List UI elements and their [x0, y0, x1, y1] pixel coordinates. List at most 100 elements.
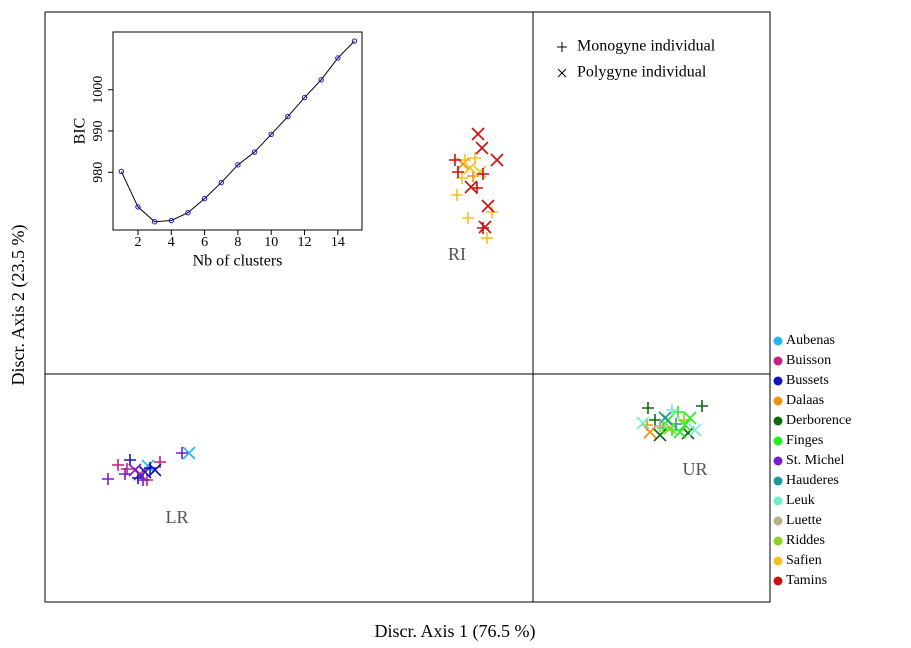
y-axis-title: BIC: [72, 118, 89, 145]
point: [128, 463, 142, 477]
point: [469, 152, 481, 164]
bic-point: [185, 209, 191, 216]
point: [176, 447, 188, 459]
bic-point: [285, 113, 291, 120]
legend-swatch: [773, 456, 783, 466]
point: [654, 420, 666, 432]
point: [154, 456, 166, 468]
legend-label: Tamins: [786, 573, 827, 588]
legend-label: Finges: [786, 433, 823, 448]
cluster-label: LR: [165, 507, 188, 527]
bic-point: [318, 77, 324, 83]
legend-label: Safien: [786, 553, 822, 568]
point: [486, 206, 498, 218]
bic-point: [201, 195, 208, 202]
bic-point: [351, 38, 358, 44]
legend-label: Aubenas: [786, 333, 835, 348]
point: [477, 222, 489, 234]
point: [148, 463, 162, 477]
point: [464, 180, 478, 194]
point: [688, 423, 702, 437]
point: [452, 166, 464, 178]
bic-point: [251, 149, 258, 155]
point: [119, 468, 131, 480]
x-axis-title: Discr. Axis 1 (76.5 %): [375, 621, 536, 642]
point: [696, 400, 708, 412]
point: [670, 418, 682, 430]
y-tick-label: 980: [91, 162, 106, 183]
y-tick-label: 990: [91, 121, 106, 142]
legend-label: Bussets: [786, 373, 829, 388]
point: [653, 428, 667, 442]
point: [463, 161, 477, 175]
bic-point: [118, 168, 125, 175]
point: [490, 153, 504, 167]
point: [643, 425, 657, 439]
plot-frame: [44, 11, 771, 603]
legend-swatch: [773, 336, 783, 346]
point: [473, 165, 487, 179]
point: [481, 232, 493, 244]
point: [121, 463, 133, 475]
point: [477, 168, 489, 180]
legend-label: Luette: [786, 513, 822, 528]
bic-point: [151, 219, 158, 225]
legend-swatch: [773, 576, 783, 586]
y-tick-label: 1000: [91, 76, 106, 104]
point: [471, 127, 485, 141]
bic-point: [301, 94, 308, 101]
legend-label: Monogyne individual: [577, 38, 716, 55]
bic-point: [268, 131, 274, 138]
point: [449, 154, 461, 166]
legend-swatch: [773, 376, 783, 386]
point: [475, 141, 489, 155]
x-tick-label: 6: [201, 235, 208, 250]
legend-swatch: [773, 556, 783, 566]
point: [471, 182, 483, 194]
legend-label: Derborence: [786, 413, 851, 428]
legend-label: Buisson: [786, 353, 831, 368]
legend-label: Polygyne individual: [577, 64, 707, 81]
bic-line: [120, 40, 355, 223]
x-tick-label: 10: [264, 235, 278, 250]
y-axis-title: Discr. Axis 2 (23.5 %): [8, 225, 29, 386]
bic-point: [218, 179, 224, 186]
point: [663, 421, 677, 435]
point: [636, 416, 650, 430]
cluster-label: RI: [448, 244, 466, 264]
legend-swatch: [773, 496, 783, 506]
x-axis-title: Nb of clusters: [193, 253, 283, 270]
cluster-label: UR: [682, 459, 707, 479]
point: [672, 406, 684, 418]
inset-frame: [112, 31, 363, 231]
legend-swatch: [773, 436, 783, 446]
point: [102, 473, 114, 485]
point: [683, 411, 697, 425]
legend-label: St. Michel: [786, 453, 844, 468]
point: [478, 220, 492, 234]
point: [137, 474, 149, 486]
point: [642, 402, 654, 414]
legend-label: Dalaas: [786, 393, 824, 408]
x-tick-label: 8: [234, 235, 241, 250]
point: [481, 199, 495, 213]
bic-point: [335, 55, 341, 61]
bic-point: [235, 162, 241, 168]
point: [649, 414, 661, 426]
point: [182, 446, 196, 460]
point: [678, 418, 692, 432]
point: [462, 212, 474, 224]
point: [641, 419, 653, 431]
legend-swatch: [773, 416, 783, 426]
x-tick-label: 12: [298, 235, 312, 250]
point: [112, 459, 124, 471]
legend-label: Hauderes: [786, 473, 839, 488]
legend-label: Riddes: [786, 533, 825, 548]
legend-swatch: [773, 476, 783, 486]
legend-swatch: [773, 516, 783, 526]
x-tick-label: 14: [331, 235, 345, 250]
bic-point: [168, 217, 174, 224]
legend-swatch: [773, 536, 783, 546]
legend-symbol: [557, 68, 567, 78]
